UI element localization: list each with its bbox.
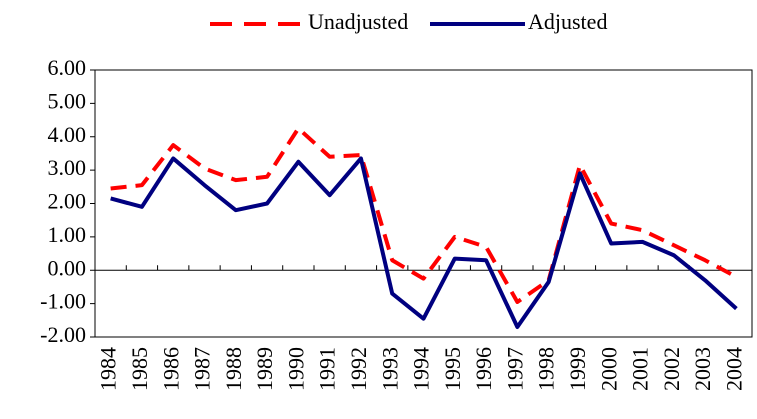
y-tick-label: 3.00: [48, 155, 87, 180]
x-tick-label: 1996: [471, 347, 496, 391]
plot-frame: [94, 69, 753, 338]
x-tick-label: 1989: [252, 347, 277, 391]
y-tick-label: 0.00: [48, 255, 87, 280]
x-tick-label: 2002: [659, 347, 684, 391]
x-tick-label: 1987: [190, 347, 215, 391]
series-line: [110, 156, 738, 329]
y-tick-label: 4.00: [48, 122, 87, 147]
x-tick-label: 1988: [221, 347, 246, 391]
x-tick-label: 1991: [315, 347, 340, 391]
y-tick-label: 2.00: [48, 189, 87, 214]
x-tick-label: 1992: [346, 347, 371, 391]
x-tick-label: 1990: [283, 347, 308, 391]
x-tick-label: 2001: [628, 347, 653, 391]
x-tick-label: 1994: [409, 347, 434, 391]
x-tick-label: 1998: [534, 347, 559, 391]
x-tick-label: 1985: [127, 347, 152, 391]
legend-label: Unadjusted: [308, 9, 408, 34]
x-tick-label: 1993: [377, 347, 402, 391]
y-tick-label: 5.00: [48, 88, 87, 113]
x-tick-label: 2000: [596, 347, 621, 391]
x-tick-label: 1997: [502, 347, 527, 391]
x-tick-label: 1984: [96, 347, 121, 391]
y-tick-label: -1.00: [40, 289, 86, 314]
x-tick-label: 2004: [721, 347, 746, 391]
legend-label: Adjusted: [528, 9, 607, 34]
x-tick-label: 2003: [690, 347, 715, 391]
y-tick-label: -2.00: [40, 322, 86, 347]
series-line: [110, 126, 738, 304]
x-tick-label: 1995: [440, 347, 465, 391]
y-tick-label: 1.00: [48, 222, 87, 247]
y-tick-label: 6.00: [48, 55, 87, 80]
x-tick-label: 1999: [565, 347, 590, 391]
x-tick-label: 1986: [158, 347, 183, 391]
